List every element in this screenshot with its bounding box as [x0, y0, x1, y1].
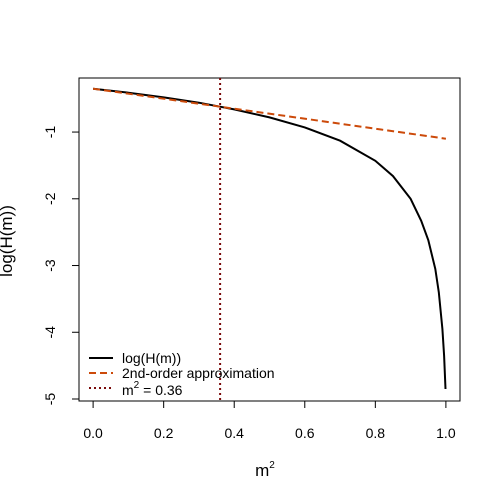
y-tick-label: -4: [42, 326, 58, 339]
legend-label-threshold: m2 = 0.36: [122, 380, 183, 398]
x-tick-label: 0.4: [224, 425, 244, 441]
y-tick-label: -5: [42, 393, 58, 406]
series-approximation-line: [92, 87, 447, 140]
x-axis-title-superscript: 2: [269, 460, 275, 471]
x-tick-label: 0.0: [83, 425, 103, 441]
x-tick-label: 0.2: [154, 425, 174, 441]
series-layer: [92, 78, 447, 401]
legend-label-threshold-value: = 0.36: [139, 382, 182, 398]
y-tick-label: -3: [42, 259, 58, 272]
series-loghm-line: [92, 87, 447, 390]
y-axis: -5 -4 -3 -2 -1: [42, 126, 80, 406]
x-axis: 0.0 0.2 0.4 0.6 0.8 1.0: [83, 400, 456, 441]
x-axis-title: m2: [255, 460, 275, 480]
y-tick-label: -2: [42, 192, 58, 205]
legend-label-approximation: 2nd-order approximation: [122, 365, 275, 381]
y-axis-title: log(H(m)): [0, 205, 16, 277]
legend: log(H(m)) 2nd-order approximation m2 = 0…: [89, 350, 275, 398]
x-tick-label: 0.6: [295, 425, 315, 441]
x-axis-title-base: m: [255, 461, 269, 480]
legend-label-loghm: log(H(m)): [122, 350, 181, 366]
y-tick-label: -1: [42, 126, 58, 139]
x-tick-label: 0.8: [366, 425, 386, 441]
legend-label-threshold-base: m: [122, 382, 134, 398]
x-tick-label: 1.0: [436, 425, 456, 441]
legend-label-threshold-superscript: 2: [134, 380, 140, 391]
